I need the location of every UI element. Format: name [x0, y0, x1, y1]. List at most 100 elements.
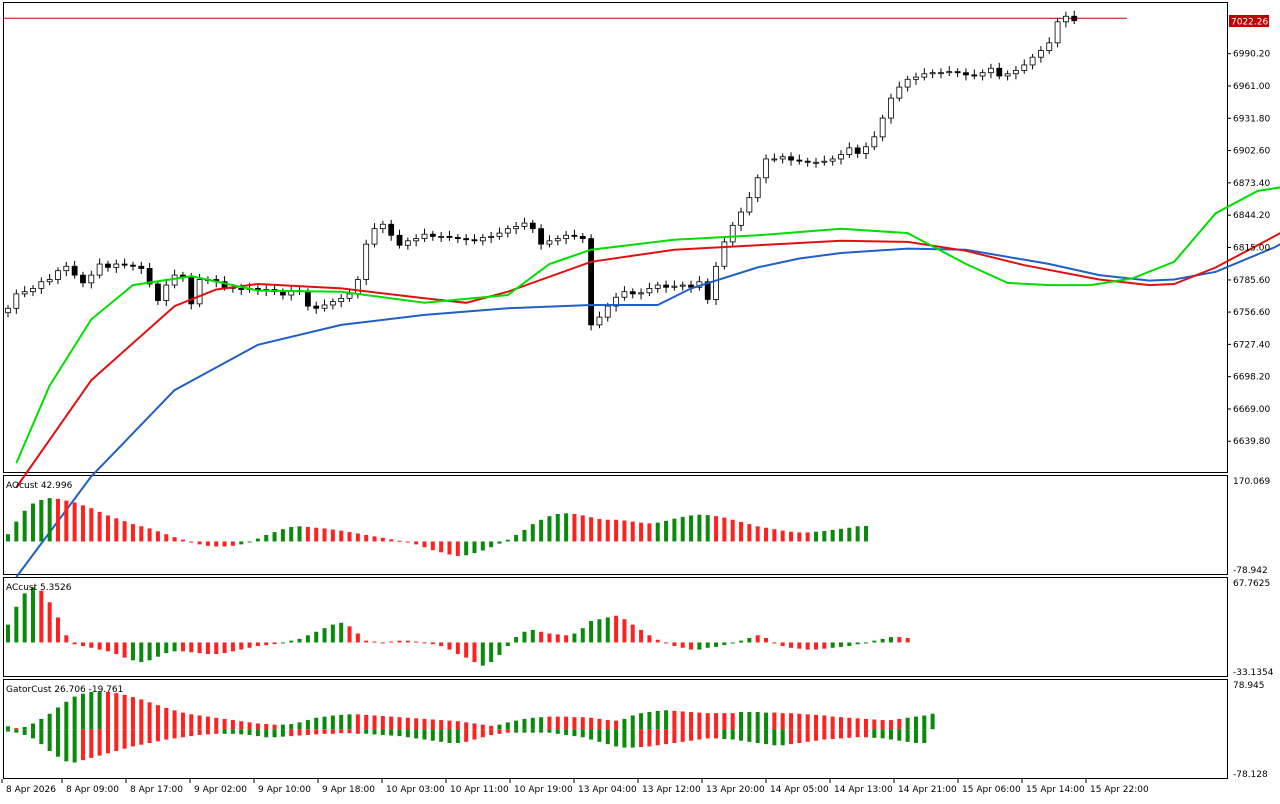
gator-upper-bar: [730, 713, 735, 730]
ac-bar: [89, 642, 94, 648]
gator-lower-bar: [905, 729, 910, 742]
ac-bar: [97, 642, 102, 650]
candle: [896, 86, 903, 99]
gator-upper-bar: [6, 726, 10, 730]
gator-lower-bar: [489, 729, 494, 735]
candle: [238, 287, 245, 290]
gator-y-min: -78.128: [1233, 770, 1268, 780]
ac-bar: [14, 606, 19, 643]
x-tick-label: 14 Apr 05:00: [770, 785, 829, 795]
gator-upper-bar: [772, 712, 777, 730]
ac-bar: [630, 624, 635, 643]
gator-upper-bar: [605, 720, 610, 730]
candle: [754, 177, 761, 199]
gator-lower-bar: [39, 729, 44, 745]
gator-upper-bar: [322, 716, 327, 730]
gator-upper-bar: [855, 718, 860, 730]
ac-bar: [814, 642, 819, 650]
candle: [988, 67, 994, 74]
candle: [21, 291, 28, 295]
gator-upper-bar: [355, 714, 360, 730]
ao-bar: [439, 541, 444, 553]
ao-bar: [514, 534, 519, 542]
gator-lower-bar: [397, 729, 402, 737]
candle: [80, 274, 86, 284]
ao-bar: [164, 534, 169, 542]
x-tick-label: 9 Apr 18:00: [322, 785, 375, 795]
candle: [46, 279, 53, 283]
candle: [613, 296, 619, 307]
x-tick-label: 14 Apr 13:00: [834, 785, 893, 795]
ao-bar: [755, 526, 760, 542]
gator-lower-bar: [547, 729, 552, 733]
gator-lower-bar: [714, 729, 719, 739]
candle: [321, 304, 328, 309]
gator-lower-bar: [539, 729, 544, 733]
candle: [571, 234, 578, 237]
gator-lower-bar: [680, 729, 685, 742]
gator-lower-bar: [322, 729, 327, 734]
candle: [904, 78, 911, 88]
ao-bar: [464, 541, 469, 556]
ao-bar: [130, 524, 135, 542]
ac-bar: [447, 642, 452, 650]
gator-lower-bar: [505, 729, 510, 733]
ao-bar: [739, 521, 744, 542]
gator-upper-bar: [464, 722, 469, 730]
ac-bar: [189, 642, 194, 653]
gator-upper-bar: [255, 723, 260, 730]
ac-bar: [897, 637, 902, 643]
gator-upper-bar: [239, 721, 244, 730]
gator-lower-bar: [697, 729, 702, 740]
gator-upper-bar: [647, 712, 652, 730]
gator-upper-bar: [414, 718, 419, 730]
ao-bar: [155, 531, 160, 542]
gator-upper-bar: [139, 699, 144, 730]
ao-bar: [564, 513, 569, 542]
gator-lower-bar: [130, 729, 135, 747]
ao-bar: [355, 533, 360, 542]
ac-bar: [47, 602, 52, 643]
ao-bar: [639, 522, 644, 542]
gator-upper-bar: [572, 717, 577, 730]
gator-lower-bar: [230, 729, 235, 734]
gator-lower-bar: [580, 729, 585, 738]
x-tick-label: 10 Apr 03:00: [386, 785, 445, 795]
ac-bar: [722, 642, 727, 646]
gator-upper-bar: [922, 715, 927, 730]
gator-upper-bar: [697, 712, 702, 730]
x-tick-label: 8 Apr 2026: [6, 785, 56, 795]
gator-lower-bar: [913, 729, 918, 743]
ac-bar: [589, 621, 594, 643]
ao-bar: [147, 528, 152, 542]
gator-upper-bar: [597, 718, 602, 730]
gator-lower-bar: [514, 729, 519, 733]
ac-bar: [380, 642, 385, 644]
ao-bar: [289, 527, 294, 542]
y-tick-label: 6902.60: [1233, 147, 1270, 157]
gator-lower-bar: [739, 729, 744, 741]
gator-lower-bar: [630, 729, 635, 748]
ac-bar: [289, 640, 294, 643]
ao-bar: [205, 541, 210, 546]
candle: [704, 281, 711, 300]
y-tick-label: 6873.40: [1233, 179, 1270, 189]
gator-lower-bar: [789, 729, 794, 745]
ao-bar: [30, 503, 35, 542]
y-tick-label: 6669.00: [1233, 405, 1270, 415]
gator-upper-bar: [872, 719, 877, 730]
ac-bar: [139, 642, 144, 663]
gator-lower-bar: [888, 729, 893, 740]
ac-bar: [764, 637, 769, 643]
candle: [521, 222, 528, 227]
ac-bar: [805, 642, 810, 650]
candle: [379, 223, 386, 230]
ac-bar: [880, 638, 885, 643]
ao-bar: [97, 511, 102, 542]
ao-bar: [72, 502, 77, 542]
gator-upper-bar: [405, 717, 410, 730]
gator-upper-bar: [614, 720, 619, 730]
gator-upper-bar: [247, 722, 252, 730]
gator-upper-bar: [555, 716, 560, 730]
